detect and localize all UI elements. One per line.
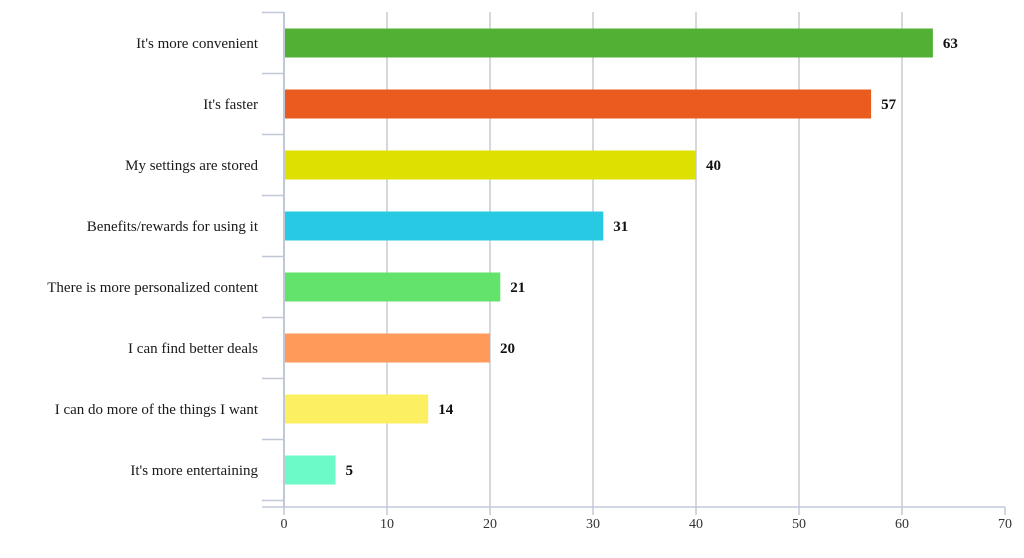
x-tick-label-30: 30 <box>586 517 600 532</box>
x-tick-label-60: 60 <box>895 517 909 532</box>
data-label-3: 31 <box>613 219 628 235</box>
data-label-2: 40 <box>706 158 721 174</box>
category-label-2: My settings are stored <box>125 158 258 174</box>
x-tick-label-0: 0 <box>281 517 288 532</box>
category-label-4: There is more personalized content <box>47 280 259 296</box>
data-label-4: 21 <box>510 280 525 296</box>
data-label-1: 57 <box>881 97 897 113</box>
category-label-0: It's more convenient <box>136 36 259 52</box>
labels: 0 10 20 30 40 50 60 70 It's more convenient 63 It'… <box>47 36 1012 532</box>
data-label-5: 20 <box>500 341 515 357</box>
gridlines <box>386 12 903 507</box>
x-tick-label-20: 20 <box>483 517 497 532</box>
bar-1 <box>285 89 872 119</box>
bars <box>285 28 933 485</box>
bar-3 <box>285 211 604 241</box>
category-label-6: I can do more of the things I want <box>55 402 259 418</box>
category-label-1: It's faster <box>203 97 258 113</box>
data-label-6: 14 <box>438 402 454 418</box>
bar-2 <box>285 150 696 180</box>
bar-6 <box>285 394 429 424</box>
x-tick-label-10: 10 <box>380 517 394 532</box>
category-label-5: I can find better deals <box>128 341 258 357</box>
category-label-3: Benefits/rewards for using it <box>87 219 259 235</box>
bar-4 <box>285 272 501 302</box>
x-tick-label-50: 50 <box>792 517 806 532</box>
data-label-0: 63 <box>943 36 958 52</box>
bar-5 <box>285 333 490 363</box>
category-label-7: It's more entertaining <box>130 463 258 479</box>
x-tick-label-40: 40 <box>689 517 703 532</box>
data-label-7: 5 <box>346 463 354 479</box>
bar-0 <box>285 28 933 58</box>
bar-7 <box>285 455 336 485</box>
x-tick-label-70: 70 <box>998 517 1012 532</box>
axes <box>262 11 1006 515</box>
